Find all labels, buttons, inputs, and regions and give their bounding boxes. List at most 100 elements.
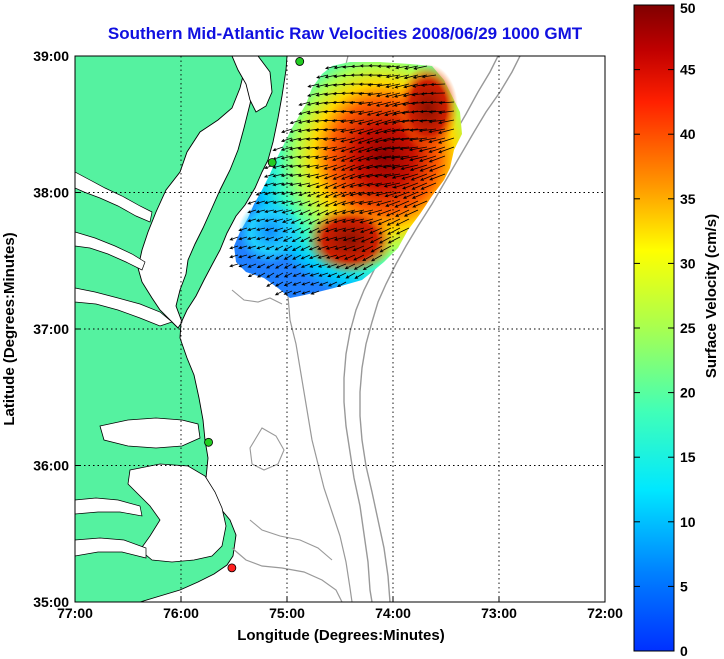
velocity-arrow bbox=[392, 119, 410, 124]
velocity-arrow bbox=[314, 164, 329, 169]
velocity-arrow bbox=[365, 155, 383, 161]
velocity-arrow bbox=[351, 236, 365, 242]
velocity-arrow bbox=[333, 236, 347, 241]
velocity-arrow bbox=[247, 218, 257, 223]
pamlico-sound bbox=[127, 463, 227, 563]
velocity-arrow bbox=[247, 209, 257, 214]
velocity-arrow bbox=[292, 272, 302, 277]
velocity-arrow bbox=[282, 236, 293, 242]
velocity-arrow bbox=[375, 101, 392, 107]
velocity-arrow bbox=[281, 200, 293, 205]
velocity-arrow bbox=[327, 272, 338, 278]
velocity-arrow bbox=[367, 92, 383, 97]
velocity-arrow bbox=[383, 173, 401, 178]
velocity-arrow bbox=[429, 173, 446, 181]
velocity-arrow bbox=[391, 164, 410, 170]
velocity-arrow bbox=[306, 182, 320, 188]
velocity-arrow bbox=[297, 164, 311, 168]
velocity-arrow bbox=[342, 236, 356, 242]
velocity-arrow bbox=[349, 119, 365, 124]
velocity-arrow bbox=[317, 263, 329, 268]
velocity-arrow bbox=[365, 164, 383, 170]
velocity-arrow bbox=[344, 263, 356, 270]
velocity-arrow bbox=[383, 182, 401, 188]
velocity-arrow bbox=[283, 290, 293, 295]
velocity-arrow bbox=[437, 119, 455, 125]
velocity-arrow bbox=[272, 209, 284, 214]
velocity-arrow bbox=[366, 182, 383, 187]
velocity-arrow bbox=[403, 209, 419, 217]
velocity-arrow bbox=[275, 263, 284, 269]
radar-stations bbox=[204, 57, 305, 573]
velocity-arrow bbox=[411, 191, 428, 199]
velocity-arrow bbox=[340, 119, 356, 123]
velocity-arrow bbox=[399, 155, 419, 161]
velocity-arrow bbox=[421, 74, 437, 79]
velocity-arrow bbox=[273, 227, 284, 232]
velocity-arrow bbox=[247, 200, 257, 205]
velocity-arrow bbox=[318, 272, 329, 277]
velocity-arrow bbox=[289, 173, 302, 177]
velocity-arrow bbox=[229, 245, 239, 250]
velocity-arrow bbox=[272, 146, 284, 152]
velocity-arrow bbox=[263, 182, 275, 187]
velocity-arrow bbox=[238, 245, 248, 250]
velocity-arrow bbox=[357, 155, 374, 162]
potomac-river bbox=[75, 171, 153, 223]
velocity-arrow bbox=[316, 236, 329, 242]
y-axis-label: Latitude (Degrees:Minutes) bbox=[1, 232, 18, 425]
velocity-arrow bbox=[341, 200, 356, 206]
velocity-arrow bbox=[351, 227, 365, 233]
velocity-arrow bbox=[289, 128, 302, 133]
velocity-arrow bbox=[265, 245, 275, 250]
velocity-arrow bbox=[332, 182, 347, 189]
velocity-arrow bbox=[404, 65, 419, 70]
x-axis-label: Longitude (Degrees:Minutes) bbox=[237, 627, 445, 644]
velocity-arrow bbox=[401, 110, 419, 115]
velocity-arrow bbox=[429, 100, 446, 105]
velocity-arrow bbox=[315, 92, 329, 97]
velocity-arrow bbox=[255, 209, 266, 214]
velocity-arrow bbox=[383, 128, 401, 134]
velocity-arrow bbox=[360, 236, 374, 243]
velocity-arrow bbox=[325, 236, 338, 241]
velocity-arrow bbox=[283, 245, 293, 251]
velocity-arrow bbox=[376, 83, 392, 88]
colorbar-tick-label: 35 bbox=[680, 191, 696, 207]
velocity-arrow bbox=[272, 164, 284, 169]
velocity-arrow bbox=[357, 119, 374, 125]
y-tick-label: 39:00 bbox=[33, 48, 69, 64]
velocity-arrow bbox=[300, 236, 311, 243]
velocity-arrow bbox=[325, 227, 338, 233]
velocity-arrow bbox=[390, 155, 410, 160]
velocity-arrow bbox=[379, 245, 392, 253]
velocity-arrow bbox=[292, 281, 302, 286]
velocity-arrow bbox=[399, 146, 419, 151]
velocity-arrow bbox=[335, 263, 347, 269]
velocity-arrow bbox=[247, 227, 257, 232]
velocity-arrow bbox=[358, 200, 374, 205]
velocity-arrow bbox=[353, 254, 365, 261]
velocity-arrow bbox=[323, 119, 338, 123]
velocity-arrow bbox=[298, 191, 311, 197]
velocity-arrow bbox=[292, 245, 302, 251]
velocity-arrow bbox=[395, 218, 410, 226]
velocity-arrow bbox=[392, 110, 410, 116]
colorbar-tick-label: 5 bbox=[680, 578, 688, 594]
velocity-arrow bbox=[360, 227, 374, 233]
velocity-arrow bbox=[256, 245, 266, 250]
velocity-arrow bbox=[394, 74, 410, 79]
velocity-arrow bbox=[371, 254, 383, 262]
velocity-arrow bbox=[282, 227, 293, 233]
velocity-arrow bbox=[393, 92, 410, 98]
velocity-arrow bbox=[401, 173, 419, 180]
velocity-arrow bbox=[394, 83, 410, 89]
velocity-arrow bbox=[307, 200, 320, 207]
delaware-bay bbox=[231, 56, 273, 113]
radar-station-marker bbox=[227, 563, 237, 573]
velocity-arrow bbox=[378, 227, 392, 235]
velocity-arrow bbox=[265, 236, 275, 241]
velocity-arrow bbox=[402, 191, 419, 199]
velocity-arrow bbox=[349, 128, 365, 134]
velocity-arrow bbox=[300, 272, 311, 277]
